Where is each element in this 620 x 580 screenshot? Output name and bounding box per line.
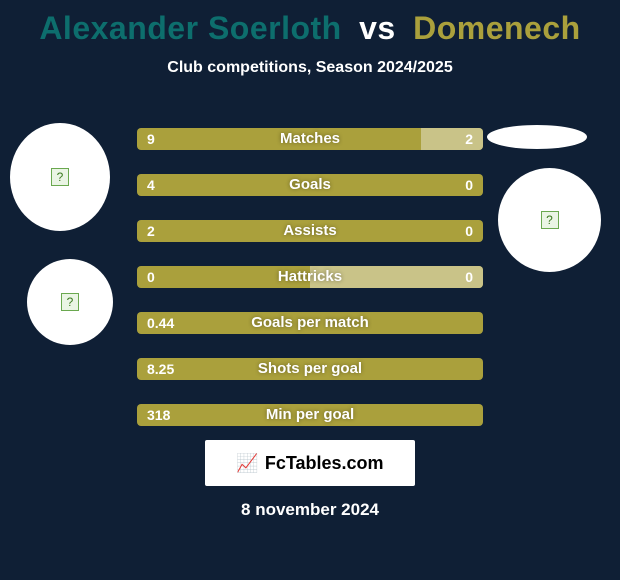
broken-image-icon: ?	[61, 293, 79, 311]
player-right-avatar: ?	[498, 168, 601, 272]
chart-icon: 📈	[236, 453, 258, 474]
stat-value-left: 0.44	[147, 312, 174, 334]
stat-right-segment	[310, 266, 483, 288]
stat-label: Goals	[137, 174, 483, 196]
player-right-avatar	[487, 125, 587, 149]
logo-text: FcTables.com	[265, 453, 384, 474]
stat-value-right: 0	[465, 266, 473, 288]
stat-label: Min per goal	[137, 404, 483, 426]
stat-value-left: 0	[147, 266, 155, 288]
stat-row: 8.25Shots per goal	[137, 358, 483, 380]
snapshot-date: 8 november 2024	[0, 500, 620, 520]
stat-label: Goals per match	[137, 312, 483, 334]
stat-row: 92Matches	[137, 128, 483, 150]
player-left-avatar: ?	[10, 123, 110, 231]
stat-row: 318Min per goal	[137, 404, 483, 426]
stat-right-segment	[421, 128, 483, 150]
stat-value-left: 2	[147, 220, 155, 242]
stat-value-left: 4	[147, 174, 155, 196]
player-left-name: Alexander Soerloth	[39, 10, 341, 46]
comparison-title: Alexander Soerloth vs Domenech	[0, 0, 620, 47]
stat-label: Shots per goal	[137, 358, 483, 380]
stat-value-right: 0	[465, 174, 473, 196]
stat-value-right: 0	[465, 220, 473, 242]
title-separator: vs	[359, 10, 396, 46]
subtitle: Club competitions, Season 2024/2025	[0, 59, 620, 77]
stat-value-left: 318	[147, 404, 170, 426]
stat-row: 00Hattricks	[137, 266, 483, 288]
stat-value-left: 8.25	[147, 358, 174, 380]
fctables-logo: 📈 FcTables.com	[205, 440, 415, 486]
player-left-avatar: ?	[27, 259, 113, 345]
player-right-name: Domenech	[413, 10, 581, 46]
stat-value-right: 2	[465, 128, 473, 150]
stat-label: Assists	[137, 220, 483, 242]
stats-chart: 92Matches40Goals20Assists00Hattricks0.44…	[137, 128, 483, 450]
broken-image-icon: ?	[51, 168, 69, 186]
stat-row: 0.44Goals per match	[137, 312, 483, 334]
stat-row: 4 0Goals	[137, 174, 483, 196]
stat-row: 2 0Assists	[137, 220, 483, 242]
broken-image-icon: ?	[541, 211, 559, 229]
stat-value-left: 9	[147, 128, 155, 150]
